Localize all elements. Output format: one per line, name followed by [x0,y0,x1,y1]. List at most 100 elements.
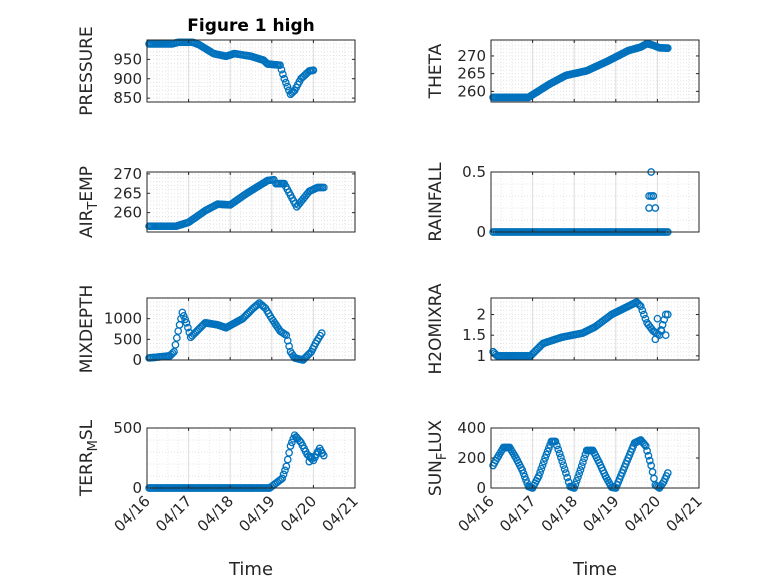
data-point [641,442,650,450]
data-point [643,447,651,455]
data-point [661,331,670,340]
data-point [576,466,585,474]
x-tick-label: 04/20 [277,492,320,535]
data-point [575,469,584,478]
data-point [181,315,189,324]
data-point [559,461,568,470]
data-point [292,433,301,442]
data-point [319,183,328,192]
y-tick-label: 850 [113,89,142,107]
y-tick-label: 265 [113,184,142,202]
y-tick-label: 0 [476,479,486,497]
data-point [663,44,672,52]
data-point [563,473,572,482]
data-point [636,302,645,311]
y-tick-label: 2 [476,306,486,324]
data-point [645,456,654,465]
x-tick-label: 04/17 [496,492,539,535]
y-tick-label: 0.5 [462,163,486,181]
axes-frame [490,39,700,103]
data-point [286,442,295,450]
y-axis-label: MIXDEPTH [77,285,97,374]
data-point [282,462,291,471]
data-point [557,453,565,462]
data-point [562,469,570,477]
y-axis-label: THETA [426,43,446,99]
y-axis-label: SUNFLUX [426,420,450,497]
data-point [317,449,326,458]
x-axis-label-left: Time [228,559,273,580]
y-tick-label: 270 [113,165,142,183]
chart-panel-6: 1 1.5 2 H2OMIXRA [426,283,700,375]
data-point [281,466,289,475]
data-point [580,454,589,463]
data-point [281,78,290,87]
data-point [253,300,262,309]
y-tick-label: 265 [457,65,486,83]
data-point [178,308,187,317]
data-point [663,310,672,319]
chart-panel-5: 0 500 1000 MIXDEPTH [77,285,356,374]
axes-frame [490,171,700,233]
x-tick-label: 04/19 [235,492,278,535]
y-tick-label: 270 [457,47,486,65]
y-axis-label: PRESSURE [77,26,97,115]
y-tick-label: 200 [457,449,486,467]
y-tick-label: 900 [113,70,142,88]
y-tick-label: 0 [132,351,142,369]
x-tick-label: 04/20 [621,492,664,535]
data-point [554,445,563,454]
chart-panel-4: 0 0.5 RAINFALL [426,162,700,242]
data-point [537,464,546,473]
data-point [172,334,181,342]
data-point [279,470,288,479]
data-point [644,451,653,460]
data-point [560,465,569,473]
data-point [649,192,658,200]
data-point [317,329,326,337]
x-tick-label: 04/19 [579,492,622,535]
data-point [551,437,560,446]
y-tick-label: 0 [132,479,142,497]
data-point [538,461,547,470]
data-point [539,457,548,466]
data-point [651,335,660,344]
y-tick-label: 500 [113,330,142,348]
data-point [579,458,587,467]
data-point [171,340,180,349]
axes-frame [490,297,700,361]
data-point [638,306,647,315]
data-point [170,347,178,356]
y-tick-label: 500 [113,419,142,437]
data-point [641,314,650,323]
data-point [553,441,561,450]
data-point [288,438,296,447]
data-point [651,204,660,212]
data-point [283,455,292,464]
x-tick-label: 04/16 [455,492,498,535]
y-tick-label: 1000 [104,310,142,328]
y-tick-label: 400 [457,419,486,437]
data-point [305,457,314,466]
data-point [285,448,293,457]
figure-title: Figure 1 high [187,16,315,36]
data-point [313,448,322,456]
data-point [280,330,289,339]
axes-frame [146,297,356,361]
data-point [307,452,316,461]
y-axis-label: AIRTEMP [77,166,101,238]
x-tick-label: 04/21 [663,492,706,535]
data-point [663,469,672,477]
y-tick-label: 260 [113,204,142,222]
data-point [653,314,662,323]
data-point [309,66,318,75]
data-point [168,349,177,357]
data-point [184,323,192,332]
x-tick-label: 04/18 [194,492,237,535]
axes-frame [146,39,356,103]
y-tick-label: 1.5 [462,326,486,344]
